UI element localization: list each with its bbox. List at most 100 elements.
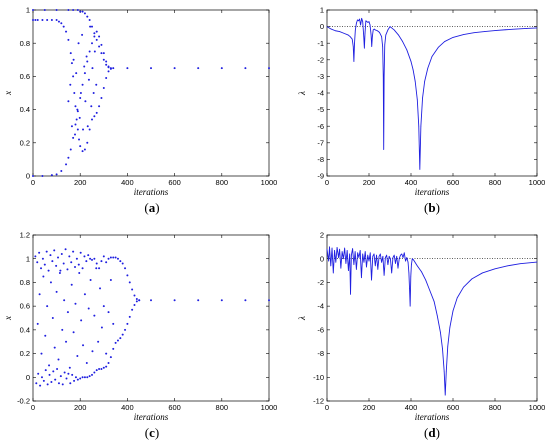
x-tick-label: 800 (216, 178, 229, 187)
panel-caption: (a) (144, 200, 159, 215)
data-point (377, 269, 379, 270)
data-point (360, 24, 361, 26)
x-tick-label: 0 (325, 403, 329, 412)
data-point (388, 255, 390, 257)
y-tick-label: 0.4 (20, 105, 30, 114)
data-point (105, 261, 108, 264)
data-point (85, 55, 88, 58)
x-tick-label: 400 (121, 178, 134, 187)
data-point (109, 256, 112, 259)
data-point (69, 382, 72, 385)
data-point (41, 175, 44, 177)
data-point (38, 293, 41, 296)
data-point (67, 9, 70, 11)
data-point (51, 260, 54, 263)
data-point (60, 252, 63, 255)
data-point (76, 354, 79, 357)
x-tick-label: 600 (447, 178, 460, 187)
data-point (397, 267, 399, 269)
data-point (383, 76, 385, 77)
y-tick-label: -12 (313, 397, 324, 406)
data-point (400, 254, 401, 256)
data-point (412, 69, 414, 71)
data-point (369, 24, 371, 26)
data-point (442, 348, 443, 350)
x-tick-label: 200 (363, 178, 376, 187)
data-point (68, 255, 71, 258)
data-point (98, 45, 101, 48)
data-point (44, 369, 47, 372)
data-point (67, 156, 70, 159)
data-point (121, 333, 124, 336)
x-tick-label: 1000 (261, 403, 278, 412)
data-point (89, 279, 92, 282)
y-tick-label: 0.4 (20, 325, 30, 334)
data-point (335, 261, 337, 263)
data-point (368, 260, 370, 262)
data-point (382, 46, 383, 47)
data-point (387, 29, 389, 31)
data-point (93, 314, 96, 317)
data-point (349, 36, 351, 37)
data-point (81, 376, 84, 379)
y-tick-label: -3 (317, 72, 324, 81)
data-point (70, 283, 73, 286)
data-point (338, 257, 339, 258)
data-point (473, 32, 475, 34)
y-tick-label: -2 (317, 278, 324, 287)
data-point (105, 365, 108, 368)
data-point (402, 257, 404, 258)
y-tick-label: -4 (317, 302, 324, 311)
data-point (83, 12, 86, 15)
panel-caption: (b) (424, 200, 440, 215)
data-point (86, 376, 89, 379)
data-point (463, 286, 464, 288)
data-point (91, 67, 94, 70)
data-point (362, 253, 364, 255)
data-point (416, 265, 418, 267)
data-point (74, 133, 77, 136)
data-point (89, 25, 92, 28)
data-point (93, 115, 96, 118)
data-point (74, 266, 77, 269)
data-point (98, 367, 101, 370)
data-point (420, 125, 422, 127)
data-point (74, 105, 77, 108)
data-point (109, 279, 112, 282)
data-point (398, 34, 399, 36)
data-point (59, 269, 62, 272)
data-point (413, 259, 414, 261)
x-tick-label: 400 (405, 403, 418, 412)
data-point (389, 26, 391, 27)
data-point (112, 322, 115, 325)
data-point (72, 136, 75, 139)
data-point (100, 326, 103, 329)
data-point (367, 22, 369, 23)
data-point (76, 378, 79, 381)
data-point (374, 29, 376, 31)
data-point (396, 255, 398, 257)
data-point (72, 331, 75, 334)
data-point (86, 125, 89, 128)
data-point (387, 264, 389, 265)
data-point (86, 141, 89, 144)
data-point (79, 96, 82, 99)
data-point (119, 260, 122, 263)
data-point (436, 315, 438, 316)
y-tick-label: -0.2 (17, 397, 30, 406)
data-point (352, 248, 353, 249)
data-point (99, 287, 102, 290)
data-point (359, 250, 361, 251)
data-point (97, 340, 100, 343)
x-axis-label: iterations (415, 412, 450, 422)
x-tick-label: 1000 (529, 178, 546, 187)
data-point (92, 92, 95, 94)
data-point (244, 67, 247, 70)
data-point (57, 20, 60, 23)
caption-letter: c (149, 425, 155, 440)
data-point (353, 264, 355, 265)
data-point (390, 258, 391, 260)
caption-letter: d (428, 425, 436, 440)
data-point (336, 247, 338, 248)
data-point (173, 299, 176, 302)
